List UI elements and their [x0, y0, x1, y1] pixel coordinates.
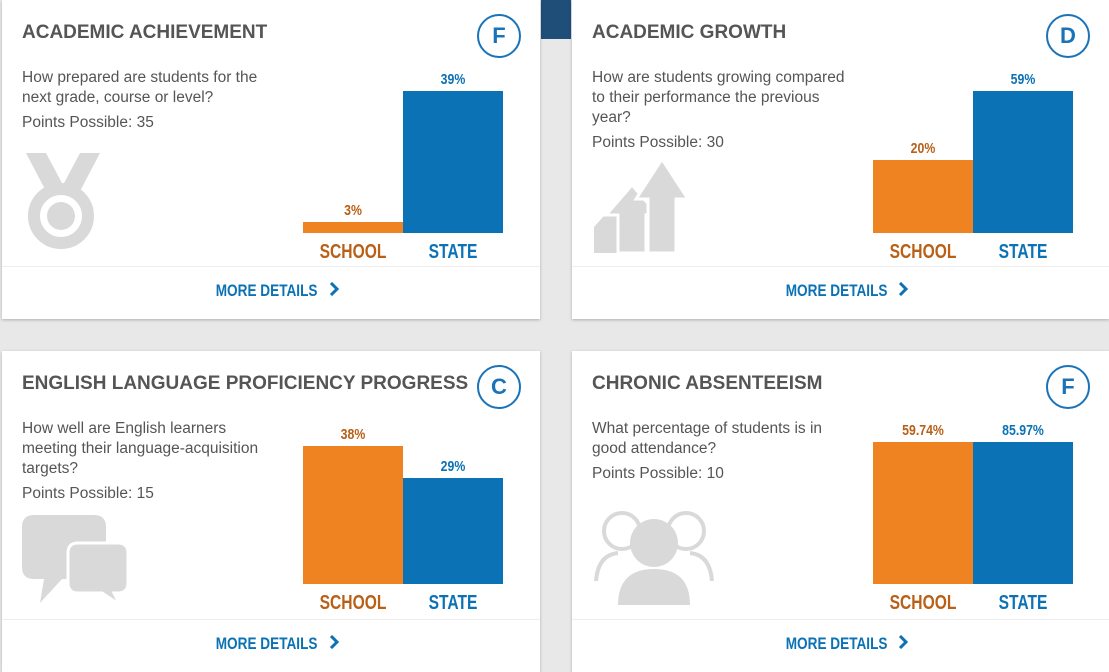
people-group-icon — [592, 505, 718, 610]
header-strip — [541, 0, 571, 39]
description-text: How prepared are students for the next g… — [22, 69, 258, 106]
medal-icon — [24, 153, 102, 260]
card-description: How are students growing compared to the… — [592, 68, 852, 153]
points-possible: Points Possible: 30 — [592, 134, 724, 151]
state-value-label: 39% — [440, 71, 466, 89]
state-bar — [403, 91, 503, 233]
state-axis-label: STATE — [998, 241, 1048, 263]
school-value-label: 3% — [344, 202, 362, 220]
chevron-right-icon — [329, 634, 340, 654]
card-academic-growth: ACADEMIC GROWTH D How are students growi… — [572, 0, 1109, 319]
school-value-label: 20% — [910, 140, 936, 158]
state-axis-label: STATE — [428, 241, 478, 263]
school-axis-label: SCHOOL — [889, 241, 957, 263]
card-english-language-proficiency: ENGLISH LANGUAGE PROFICIENCY PROGRESS C … — [2, 351, 540, 672]
card-chronic-absenteeism: CHRONIC ABSENTEEISM F What percentage of… — [572, 351, 1109, 672]
state-value-label: 59% — [1010, 71, 1036, 88]
growth-arrows-icon — [592, 155, 691, 260]
card-description: How well are English learners meeting th… — [22, 419, 282, 504]
grade-badge: F — [477, 14, 521, 58]
points-possible: Points Possible: 35 — [22, 114, 154, 131]
more-details-label: MORE DETAILS — [785, 634, 887, 653]
more-details-label: MORE DETAILS — [215, 634, 318, 653]
more-details-link[interactable]: MORE DETAILS — [572, 634, 1109, 654]
points-possible: Points Possible: 15 — [22, 485, 154, 502]
more-details-link[interactable]: MORE DETAILS — [2, 281, 540, 301]
state-axis-label: STATE — [998, 592, 1048, 614]
school-axis-label: SCHOOL — [319, 592, 387, 614]
state-bar — [403, 478, 503, 584]
grade-badge: D — [1046, 14, 1090, 58]
points-possible: Points Possible: 10 — [592, 465, 724, 482]
state-bar — [973, 91, 1073, 233]
grade-badge: F — [1046, 365, 1090, 409]
school-value-label: 38% — [340, 425, 366, 443]
bar-chart: 38% 29% — [303, 351, 505, 584]
state-axis-label: STATE — [428, 592, 478, 614]
state-value-label: 29% — [440, 458, 466, 476]
school-axis-label: SCHOOL — [889, 592, 957, 614]
more-details-link[interactable]: MORE DETAILS — [572, 281, 1109, 301]
school-bar — [873, 442, 973, 584]
card-footer: MORE DETAILS — [2, 619, 540, 672]
card-footer: MORE DETAILS — [572, 619, 1109, 672]
bar-chart: 59.74% 85.97% — [873, 351, 1075, 584]
description-text: What percentage of students is in good a… — [592, 420, 823, 457]
card-footer: MORE DETAILS — [2, 266, 540, 319]
more-details-label: MORE DETAILS — [785, 281, 887, 300]
school-axis-label: SCHOOL — [319, 241, 387, 263]
card-title: ENGLISH LANGUAGE PROFICIENCY PROGRESS — [22, 373, 469, 394]
card-description: How prepared are students for the next g… — [22, 68, 282, 133]
speech-bubbles-icon — [22, 515, 130, 612]
card-title: ACADEMIC ACHIEVEMENT — [22, 22, 268, 43]
bar-chart: 3% 39% — [303, 0, 505, 233]
card-academic-achievement: ACADEMIC ACHIEVEMENT F How prepared are … — [2, 0, 540, 319]
description-text: How are students growing compared to the… — [592, 69, 845, 126]
school-value-label: 59.74% — [902, 422, 944, 439]
description-text: How well are English learners meeting th… — [22, 420, 259, 477]
school-bar — [873, 160, 973, 233]
chevron-right-icon — [898, 634, 909, 654]
more-details-label: MORE DETAILS — [215, 281, 318, 300]
card-title: CHRONIC ABSENTEEISM — [592, 373, 823, 394]
school-bar — [303, 445, 403, 584]
chevron-right-icon — [898, 281, 909, 301]
school-bar — [303, 222, 403, 233]
card-description: What percentage of students is in good a… — [592, 419, 852, 484]
more-details-link[interactable]: MORE DETAILS — [2, 634, 540, 654]
card-title: ACADEMIC GROWTH — [592, 22, 787, 43]
bar-chart: 20% 59% — [873, 0, 1075, 233]
state-bar — [973, 442, 1073, 584]
grade-badge: C — [477, 365, 521, 409]
card-footer: MORE DETAILS — [572, 266, 1109, 319]
state-value-label: 85.97% — [1002, 422, 1044, 439]
chevron-right-icon — [329, 281, 340, 301]
